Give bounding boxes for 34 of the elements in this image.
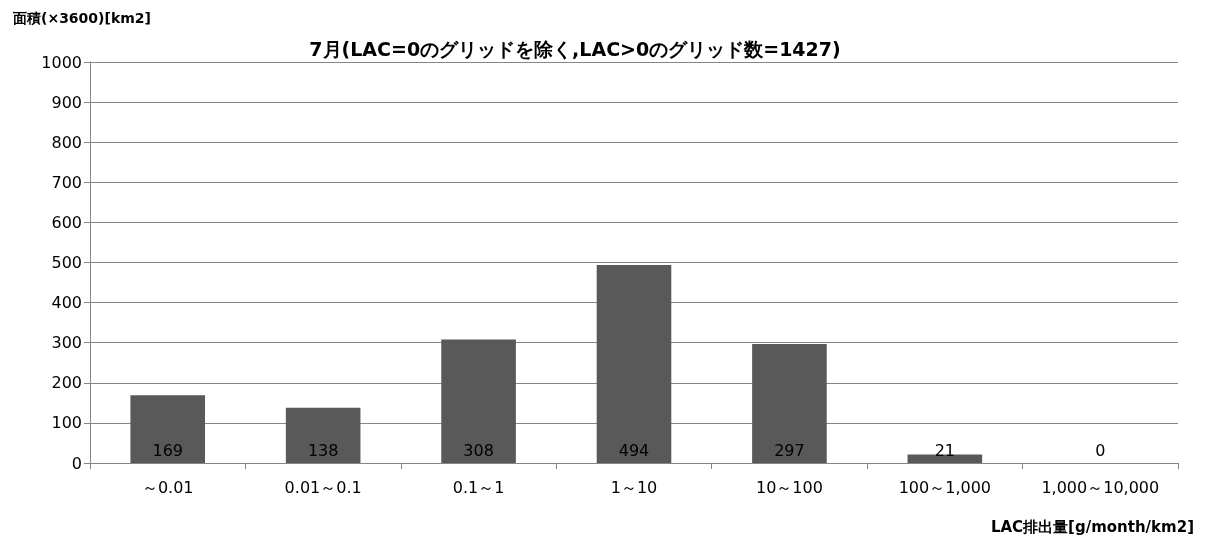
y-tick-label: 800 <box>51 132 82 152</box>
data-label: 169 <box>152 440 183 460</box>
x-axis-title: LAC排出量[g/month/km2] <box>990 517 1195 536</box>
bar <box>285 407 361 463</box>
data-label: 308 <box>463 440 494 460</box>
y-tick-label: 300 <box>51 333 82 353</box>
data-label: 297 <box>774 440 805 460</box>
x-tick-label: 10～100 <box>755 477 823 497</box>
x-tick-label: 1,000～10,000 <box>1041 477 1160 497</box>
bar <box>441 339 516 463</box>
y-tick-label: 900 <box>51 92 82 112</box>
y-tick-label: 0 <box>71 453 82 473</box>
y-tick-label: 1000 <box>41 52 82 72</box>
y-axis-title: 面積(×3600)[km2] <box>12 10 151 26</box>
x-tick-label: 1～10 <box>610 477 658 497</box>
bar <box>596 264 672 463</box>
bar <box>752 343 827 463</box>
x-tick-label: 0.1～1 <box>452 477 505 497</box>
y-tick-label: 400 <box>51 293 82 313</box>
bar <box>907 454 983 463</box>
y-tick-label: 500 <box>51 253 82 272</box>
data-label: 21 <box>934 440 956 460</box>
y-tick-label: 600 <box>51 212 82 232</box>
y-tick-label: 100 <box>51 413 82 433</box>
y-tick-label: 700 <box>51 172 82 192</box>
y-tick-label: 200 <box>51 373 82 393</box>
x-tick-label: ～0.01 <box>141 477 194 497</box>
data-label: 0 <box>1095 440 1106 460</box>
bar <box>130 395 206 463</box>
x-tick-label: 100～1,000 <box>898 477 992 497</box>
x-tick-label: 0.01～0.1 <box>284 477 362 497</box>
chart-title: 7月(LAC=0のグリッドを除く,LAC>0のグリッド数=1427) <box>309 37 841 60</box>
data-label: 138 <box>307 440 339 460</box>
data-label: 494 <box>618 440 650 460</box>
